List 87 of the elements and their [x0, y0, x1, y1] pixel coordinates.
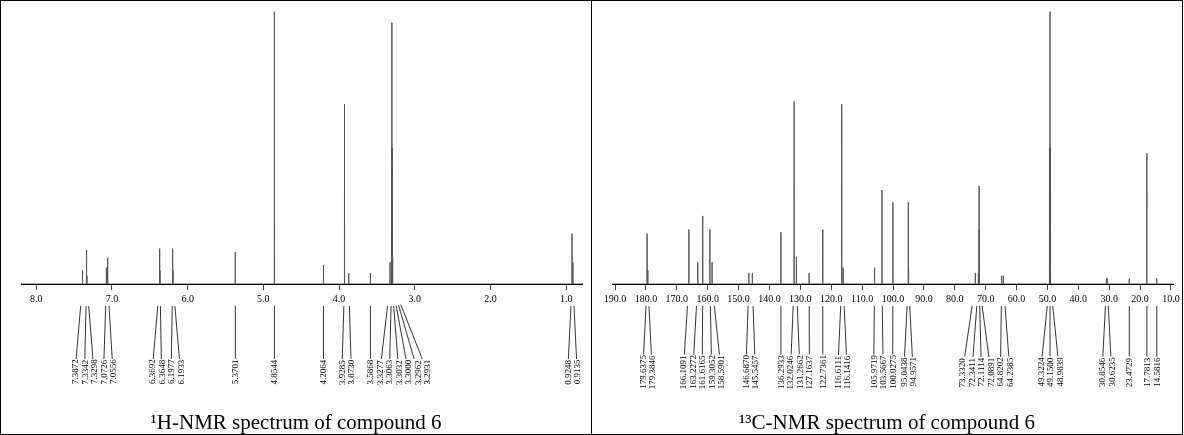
annotation: 179.3846 [647, 354, 658, 390]
annotation: 0.9135 [572, 358, 583, 385]
annotation: 72.0891 [985, 357, 996, 387]
annotation: 132.0246 [785, 355, 796, 390]
annotation: 3.3063 [384, 359, 395, 385]
annotation: 49.3224 [1035, 356, 1046, 387]
annotation: 146.6870 [740, 354, 751, 389]
annotation: 0.9248 [562, 359, 573, 385]
annotation: 163.2272 [687, 355, 698, 389]
x-tick-label: 190.0 [603, 293, 627, 304]
annotation: 7.3298 [89, 358, 100, 385]
annotation: 4.8544 [269, 359, 280, 385]
annotation: 72.3411 [966, 358, 977, 387]
annotation: 6.1933 [175, 359, 186, 385]
annotation: 100.0275 [887, 354, 898, 389]
x-tick-label: 180.0 [634, 293, 658, 304]
annotation: 7.0726 [98, 359, 109, 385]
annotation: 23.4729 [1124, 357, 1135, 388]
x-tick-label: 3.0 [408, 293, 422, 304]
annotation: 159.3052 [706, 355, 717, 389]
annotation: 145.5457 [750, 355, 761, 390]
x-tick-label: 120.0 [819, 293, 843, 304]
x-tick-label: 40.0 [1069, 293, 1088, 304]
annotation: 5.3701 [230, 359, 241, 385]
annotation: 158.5901 [716, 355, 727, 390]
annotation: 73.3320 [957, 357, 968, 388]
annotation: 95.0438 [898, 356, 909, 387]
annotation: 122.7361 [817, 355, 828, 389]
x-tick-label: 20.0 [1131, 293, 1149, 304]
annotation: 94.9571 [908, 356, 919, 387]
annotation: 131.2662 [794, 355, 805, 389]
annotation: 127.1637 [804, 355, 815, 390]
annotation: 7.3872 [70, 359, 81, 385]
x-tick-label: 6.0 [181, 293, 194, 304]
annotation: 14.5816 [1151, 357, 1162, 387]
x-tick-label: 60.0 [1007, 293, 1026, 304]
annotation: 6.1977 [166, 358, 177, 385]
annotation: 136.2933 [775, 354, 786, 389]
annotation: 3.2962 [412, 360, 423, 385]
x-tick-label: 160.0 [696, 293, 719, 304]
x-tick-label: 130.0 [789, 293, 812, 304]
annotation: 7.0556 [108, 358, 119, 385]
annotation: 6.3648 [156, 359, 167, 385]
x-tick-label: 4.0 [332, 293, 346, 304]
x-tick-label: 150.0 [727, 293, 750, 304]
x-tick-label: 90.0 [915, 293, 933, 304]
annotation: 30.8546 [1097, 357, 1108, 388]
x-tick-label: 30.0 [1100, 293, 1118, 304]
x-tick-label: 5.0 [257, 293, 270, 304]
annotation: 3.5868 [365, 359, 376, 385]
annotation: 105.9719 [868, 354, 879, 389]
annotation: 166.1091 [678, 355, 689, 390]
annotation: 3.3277 [374, 359, 385, 385]
annotation: 3.9285 [336, 359, 347, 385]
annotation: 17.7813 [1141, 357, 1152, 387]
annotation: 49.1500 [1045, 357, 1056, 388]
annotation: 64.2385 [1004, 357, 1015, 387]
annotation: 48.9839 [1054, 356, 1065, 387]
annotation: 3.8730 [346, 359, 357, 385]
x-tick-label: 170.0 [665, 293, 689, 304]
annotation: 4.2064 [318, 359, 329, 385]
x-tick-label: 7.0 [105, 293, 119, 304]
annotation: 7.3342 [79, 359, 90, 385]
annotation: 103.5667 [878, 354, 889, 390]
x-tick-label: 80.0 [946, 293, 964, 304]
x-tick-label: 50.0 [1038, 293, 1057, 304]
annotation: 116.6111 [832, 355, 843, 389]
annotation: 179.6375 [637, 354, 648, 389]
annotation: 6.3692 [147, 359, 158, 385]
annotation: 3.3032 [393, 360, 404, 385]
x-tick-label: 100.0 [881, 293, 905, 304]
annotation: 64.8202 [995, 357, 1006, 387]
annotation: 72.1114 [976, 357, 987, 387]
annotation: 3.3000 [403, 359, 414, 385]
x-tick-label: 1.0 [560, 293, 573, 304]
annotation: 30.6235 [1106, 356, 1117, 387]
x-tick-label: 8.0 [29, 293, 43, 304]
text: ¹³C-NMR spectrum of compound 6 [738, 409, 1036, 434]
annotation: 116.1416 [842, 355, 853, 390]
annotation: 3.2931 [422, 359, 433, 385]
x-tick-label: 70.0 [976, 293, 995, 304]
x-tick-label: 140.0 [758, 293, 781, 304]
x-tick-label: 10.0 [1162, 293, 1180, 304]
x-tick-label: 110.0 [851, 293, 874, 304]
text: ¹H-NMR spectrum of compound 6 [150, 409, 442, 434]
x-tick-label: 2.0 [484, 293, 497, 304]
annotation: 161.6165 [697, 355, 708, 390]
